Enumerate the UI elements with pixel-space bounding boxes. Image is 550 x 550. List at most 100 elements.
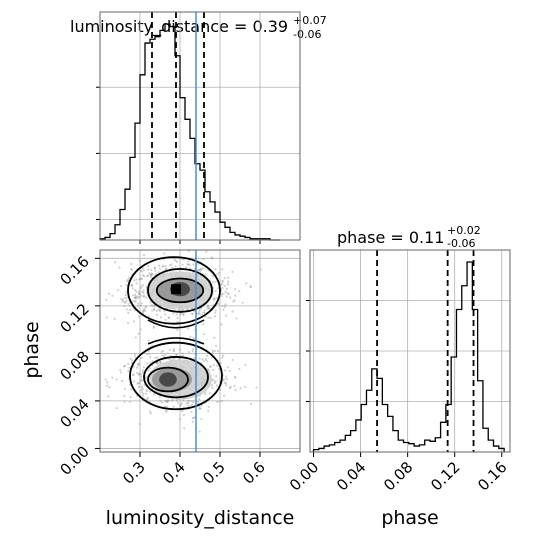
bl-ytick-label-3: 0.12 [56,300,92,336]
scatter-point [145,388,148,392]
scatter-point [135,290,138,293]
scatter-point [161,349,165,353]
scatter-point [127,311,130,314]
scatter-point [136,366,139,369]
scatter-point [255,386,258,389]
scatter-point [222,394,226,397]
scatter-point [225,295,228,298]
scatter-point [142,295,146,298]
scatter-point [220,283,223,286]
scatter-point [214,268,217,271]
scatter-point [191,348,194,351]
scatter-point [214,280,217,283]
scatter-point [204,315,207,318]
scatter-point [182,399,185,402]
contour-1 [147,268,213,313]
scatter-point [147,396,150,399]
scatter-point [159,399,162,402]
scatter-point [192,263,195,266]
scatter-point [142,392,145,395]
scatter-point [161,265,164,268]
scatter-point [203,309,206,312]
scatter-point [212,379,215,382]
bl-ytick-label-0: 0.00 [56,443,92,479]
scatter-point [129,395,132,399]
scatter-point [125,291,128,294]
scatter-point [166,400,169,403]
scatter-point [137,362,141,365]
scatter-point [224,303,227,306]
scatter-point [217,302,220,306]
scatter-point [187,327,190,330]
scatter-point [137,315,141,318]
scatter-point [138,292,141,296]
panel-2d-histogram: 0.3 0.4 0.5 0.6 0.00 0.04 0.08 0.12 0.16 [56,249,301,488]
scatter-point [198,310,201,313]
scatter-point [175,353,178,356]
scatter-point [166,399,170,402]
scatter-point [134,300,137,304]
contour-waist-top [147,319,205,329]
title-phase-sub: -0.06 [447,237,475,250]
scatter-point [150,276,153,279]
scatter-point [190,410,193,414]
scatter-point [159,316,162,319]
scatter-point [153,305,156,308]
scatter-point [199,407,202,410]
scatter-point [238,367,241,371]
scatter-point [206,354,209,357]
scatter-point [137,332,140,335]
scatter-point [147,339,150,342]
scatter-point [178,348,182,351]
scatter-point [156,362,159,365]
scatter-point [141,388,144,391]
bl-ytick-label-2: 0.08 [56,347,92,383]
scatter-point [125,308,128,311]
scatter-point [165,409,168,412]
scatter-point [214,289,217,292]
scatter-point [151,309,154,312]
scatter-point [121,300,124,303]
scatter-point [212,364,215,367]
title-luminosity-sup: +0.07 [293,14,327,27]
scatter-point [234,376,237,379]
scatter-point [146,274,149,278]
scatter-point [158,395,161,398]
scatter-point [200,313,203,316]
scatter-point [131,287,134,290]
scatter-point [148,315,151,318]
scatter-point [171,399,174,402]
scatter-point [137,290,141,293]
scatter-point [193,357,196,360]
scatter-point [164,264,167,268]
bl-xtick-label-3: 0.6 [239,458,269,488]
scatter-point [118,266,121,269]
scatter-point [193,310,196,313]
scatter-point [187,263,190,266]
scatter-point [149,273,153,277]
panel-luminosity-marginal [96,11,301,244]
scatter-point [227,292,230,296]
scatter-point [189,335,192,338]
scatter-point [140,389,143,392]
scatter-point [150,268,153,271]
scatter-point [215,375,218,378]
bl-xtick-label-2: 0.5 [199,458,229,488]
scatter-point [192,336,195,340]
scatter-point [207,307,210,310]
scatter-point [223,305,227,309]
scatter-point [213,298,216,301]
scatter-point [143,307,146,310]
scatter-point [158,267,162,270]
scatter-point [191,312,194,315]
scatter-point [126,280,129,283]
scatter-point [210,256,213,259]
scatter-point [213,350,216,353]
scatter-point [139,373,142,376]
scatter-point [127,321,130,325]
density-peak [171,284,181,295]
br-xtick-label-4: 0.16 [474,458,510,494]
scatter-point [137,364,140,367]
scatter-point [140,378,143,381]
scatter-point [142,289,145,292]
